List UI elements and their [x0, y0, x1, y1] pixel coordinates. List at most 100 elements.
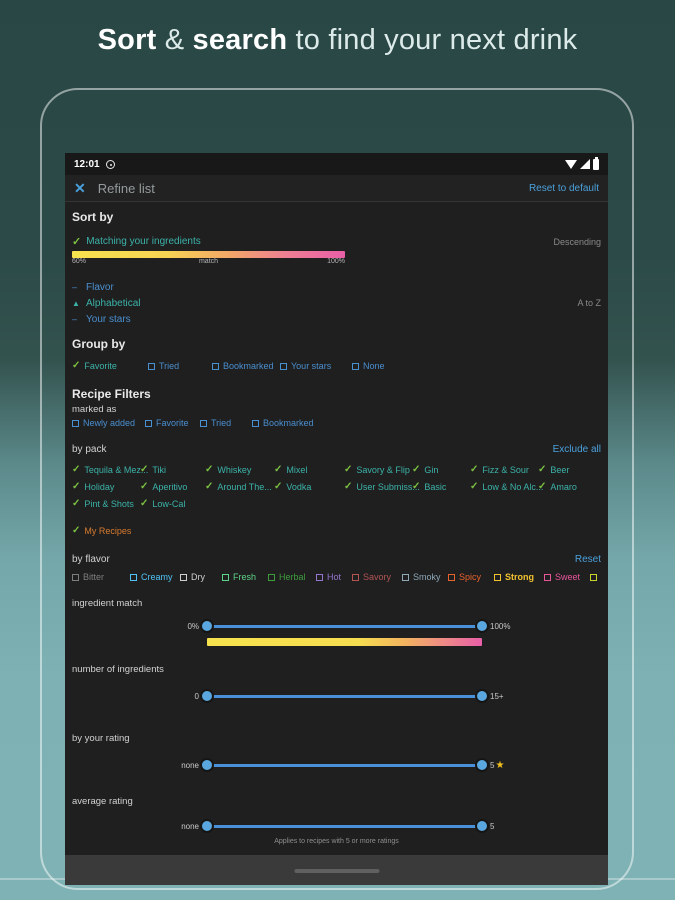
average-rating-note: Applies to recipes with 5 or more rating… [274, 838, 399, 845]
home-indicator[interactable] [294, 869, 379, 873]
flavor-strong-checkbox[interactable]: Strong [494, 572, 544, 582]
pack-checkbox[interactable]: ✓ Fizz & Sour [470, 463, 538, 475]
marked-tried-checkbox[interactable]: Tried [200, 418, 252, 428]
flavor-fresh-checkbox[interactable]: Fresh [222, 572, 268, 582]
pack-checkbox[interactable]: ✓ Tequila & Mez... [72, 463, 148, 475]
group-your-stars-checkbox[interactable]: Your stars [280, 361, 352, 371]
checkbox-icon [268, 573, 275, 581]
sort-option-matching[interactable]: ✓ Matching your ingredients Descending [72, 235, 601, 248]
group-none-checkbox[interactable]: None [352, 361, 385, 371]
pack-checkbox[interactable]: ✓ Holiday [72, 481, 140, 492]
group-bookmarked-checkbox[interactable]: Bookmarked [212, 361, 280, 371]
pack-label: Beer [550, 464, 570, 475]
flavor-label: Creamy [141, 572, 173, 582]
flavor-tart-checkbox[interactable]: Tart [590, 572, 601, 582]
flavor-sweet-checkbox[interactable]: Sweet [544, 572, 590, 582]
checkbox-icon [145, 419, 152, 427]
slider-handle-max[interactable] [475, 619, 489, 633]
check-icon: ✓ [72, 360, 81, 371]
pack-checkbox[interactable]: ✓ Savory & Flip [344, 464, 412, 475]
average-rating-slider: none 5 [135, 815, 601, 837]
pack-label: Fizz & Sour [482, 464, 529, 475]
close-icon[interactable]: ✕ [74, 179, 86, 196]
flavor-bitter-checkbox[interactable]: Bitter [72, 572, 130, 582]
flavor-smoky-checkbox[interactable]: Smoky [402, 572, 448, 582]
checkbox-icon [180, 573, 187, 581]
pack-label: Low-Cal [152, 498, 186, 509]
pack-checkbox[interactable]: ✓ Gin [412, 464, 470, 475]
flavor-spicy-checkbox[interactable]: Spicy [448, 572, 494, 582]
sort-flavor-label: Flavor [86, 281, 114, 293]
bottom-bar [65, 855, 608, 885]
slider-handle-max[interactable] [475, 758, 489, 772]
slider-track[interactable] [200, 758, 489, 772]
pack-label: Low & No Alc... [482, 481, 544, 492]
flavor-savory-checkbox[interactable]: Savory [352, 572, 402, 582]
marked-favorite-checkbox[interactable]: Favorite [145, 418, 200, 428]
sort-option-flavor[interactable]: – Flavor [72, 279, 601, 295]
checkbox-icon [72, 573, 79, 581]
pack-checkbox[interactable]: ✓ Around The... [205, 481, 274, 492]
flavor-herbal-checkbox[interactable]: Herbal [268, 572, 316, 582]
check-icon: ✓ [72, 525, 81, 536]
check-icon: ✓ [140, 480, 149, 492]
slider-handle-min[interactable] [200, 619, 214, 633]
pack-checkbox[interactable]: ✓ Aperitivo [140, 480, 205, 492]
by-your-rating-slider: none 5 ★ [135, 754, 601, 776]
group-favorite-checkbox[interactable]: ✓ Favorite [72, 360, 148, 372]
flavor-hot-checkbox[interactable]: Hot [316, 572, 352, 582]
pack-checkbox[interactable]: ✓ Pint & Shots [72, 498, 140, 509]
check-icon: ✓ [470, 463, 479, 475]
slider-track[interactable] [200, 819, 489, 833]
pack-checkbox[interactable]: ✓ Vodka [274, 480, 344, 492]
pack-grid: ✓ Tequila & Mez... ✓ Tiki ✓ Whiskey ✓ Mixel … [72, 461, 601, 512]
pack-label: Vodka [286, 481, 312, 492]
exclude-all-link[interactable]: Exclude all [552, 444, 601, 455]
sort-option-your-stars[interactable]: – Your stars [72, 311, 601, 327]
pack-checkbox[interactable]: ✓ Beer [538, 464, 601, 475]
checkbox-icon [352, 362, 359, 370]
checkbox-icon [252, 419, 259, 427]
flavor-reset-link[interactable]: Reset [574, 554, 601, 565]
pack-label: Savory & Flip [356, 464, 410, 475]
pack-checkbox[interactable]: ✓ Basic [412, 481, 470, 492]
sort-direction-label[interactable]: Descending [553, 236, 601, 247]
check-icon: ✓ [140, 463, 149, 475]
slider-track[interactable] [200, 619, 489, 633]
pack-checkbox[interactable]: ✓ Amaro [538, 481, 601, 492]
check-icon: ✓ [274, 480, 283, 492]
slider-handle-min[interactable] [200, 689, 214, 703]
slider-track[interactable] [200, 689, 489, 703]
arrow-up-icon: ▲ [72, 298, 80, 308]
slider-max-label: 15+ [490, 691, 504, 701]
check-icon: ✓ [72, 463, 81, 475]
app-bar: ✕ Refine list Reset to default [65, 175, 608, 202]
sort-alphabetical-direction[interactable]: A to Z [577, 298, 601, 308]
flavor-creamy-checkbox[interactable]: Creamy [130, 572, 180, 582]
checkbox-icon [200, 419, 207, 427]
pack-checkbox[interactable]: ✓ Whiskey [205, 464, 274, 475]
marked-newly-added-checkbox[interactable]: Newly added [72, 418, 145, 428]
status-bar: 12:01 [65, 153, 608, 175]
reset-to-default-link[interactable]: Reset to default [528, 182, 599, 194]
pack-checkbox[interactable]: ✓ Low-Cal [140, 498, 205, 509]
flavor-label: Hot [327, 572, 342, 582]
flavor-dry-checkbox[interactable]: Dry [180, 572, 222, 582]
slider-handle-max[interactable] [475, 689, 489, 703]
marked-bookmarked-checkbox[interactable]: Bookmarked [252, 418, 314, 428]
pack-checkbox[interactable]: ✓ Mixel [274, 464, 344, 475]
slider-handle-min[interactable] [200, 819, 214, 833]
slider-handle-min[interactable] [200, 758, 214, 772]
my-recipes-checkbox[interactable]: ✓ My Recipes [72, 525, 131, 537]
pack-checkbox[interactable]: ✓ User Submiss... [344, 481, 420, 492]
cell-signal-icon [580, 159, 590, 169]
sort-option-alphabetical[interactable]: ▲ Alphabetical A to Z [72, 295, 601, 311]
pack-checkbox[interactable]: ✓ Low & No Alc... [470, 481, 543, 492]
checkbox-icon [222, 573, 229, 581]
marked-as-label: marked as [72, 404, 117, 415]
slider-handle-max[interactable] [475, 819, 489, 833]
group-tried-checkbox[interactable]: Tried [148, 361, 212, 371]
pack-checkbox[interactable]: ✓ Tiki [140, 463, 205, 475]
ingredient-match-label: ingredient match [72, 598, 143, 609]
hero-title-search: search [192, 24, 288, 56]
